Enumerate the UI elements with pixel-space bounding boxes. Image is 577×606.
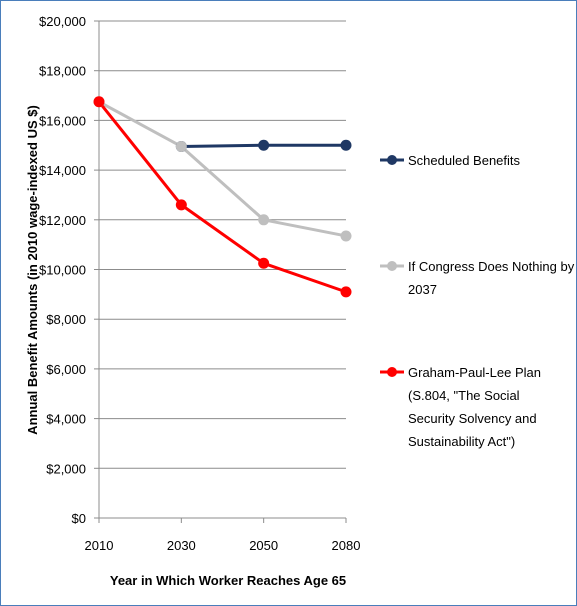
legend-label: Graham-Paul-Lee Plan — [408, 365, 541, 380]
data-point — [175, 140, 187, 152]
legend-label: Security Solvency and — [408, 411, 537, 426]
legend-entry: Graham-Paul-Lee Plan (S.804, "The Social S… — [380, 365, 541, 449]
x-tick-label: 2030 — [167, 538, 196, 553]
legend-swatch-marker — [387, 261, 397, 271]
data-point — [340, 230, 352, 242]
y-tick-label: $12,000 — [39, 213, 86, 228]
x-tick-labels: 2010 2030 2050 2080 — [85, 538, 361, 553]
y-tick-labels: $0 $2,000 $4,000 $6,000 $8,000 $10,000 $12,000… — [39, 14, 86, 526]
legend-label: Scheduled Benefits — [408, 153, 521, 168]
data-point — [258, 139, 270, 151]
legend-swatch-marker — [387, 155, 397, 165]
data-point — [340, 286, 352, 298]
y-tick-label: $6,000 — [46, 362, 86, 377]
gridlines — [99, 20, 346, 469]
legend-label: 2037 — [408, 282, 437, 297]
legend: Scheduled Benefits If Congress Does Nothi… — [380, 153, 575, 449]
x-axis-title: Year in Which Worker Reaches Age 65 — [110, 573, 346, 588]
legend-label: (S.804, "The Social — [408, 388, 520, 403]
data-point — [175, 199, 187, 211]
y-tick-label: $8,000 — [46, 312, 86, 327]
legend-label: If Congress Does Nothing by — [408, 259, 575, 274]
legend-entry: Scheduled Benefits — [380, 153, 521, 168]
x-tick-label: 2080 — [332, 538, 361, 553]
series-line — [98, 100, 347, 238]
y-tick-label: $20,000 — [39, 14, 86, 29]
y-tick-label: $10,000 — [39, 263, 86, 278]
x-tick-label: 2050 — [249, 538, 278, 553]
data-point — [258, 214, 270, 226]
y-tick-label: $4,000 — [46, 412, 86, 427]
y-tick-label: $14,000 — [39, 163, 86, 178]
y-tick-label: $16,000 — [39, 113, 86, 128]
x-tick-label: 2010 — [85, 538, 114, 553]
legend-label: Sustainability Act") — [408, 434, 515, 449]
y-tick-label: $0 — [72, 511, 86, 526]
y-axis-title: Annual Benefit Amounts (in 2010 wage-ind… — [25, 105, 40, 435]
y-tick-label: $18,000 — [39, 64, 86, 79]
series-line — [97, 100, 347, 294]
data-point — [258, 257, 270, 269]
axes — [94, 20, 347, 523]
data-point — [340, 139, 352, 151]
y-tick-label: $2,000 — [46, 461, 86, 476]
series-lines — [97, 100, 347, 294]
data-point — [93, 96, 105, 108]
series-points — [93, 96, 352, 298]
legend-swatch-marker — [387, 367, 397, 377]
legend-entry: If Congress Does Nothing by 2037 — [380, 259, 575, 297]
